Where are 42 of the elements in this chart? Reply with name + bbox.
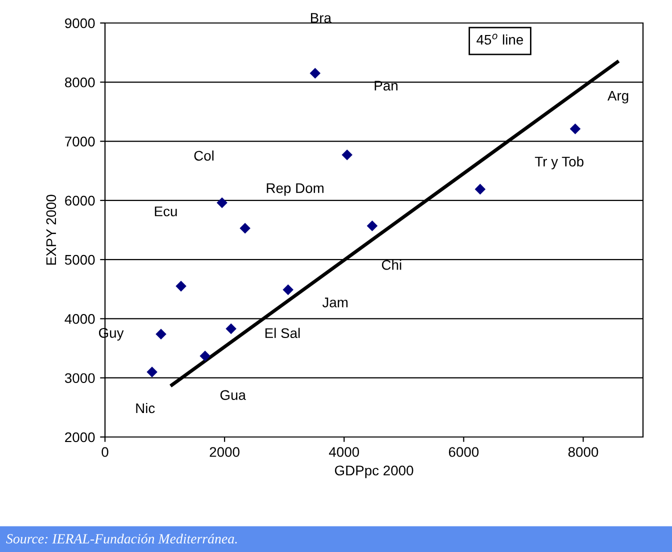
y-tick-label: 5000 <box>64 254 95 265</box>
point <box>240 222 250 234</box>
point <box>342 150 352 160</box>
point <box>226 323 236 334</box>
annotation: Gua <box>220 390 246 400</box>
point <box>156 328 166 340</box>
y-tick-label: 3000 <box>64 373 95 384</box>
point <box>176 280 186 292</box>
point <box>216 197 228 208</box>
point <box>146 366 158 378</box>
annotation: El Sal <box>265 328 300 338</box>
annotation: Ecu <box>154 206 177 216</box>
point <box>570 123 581 134</box>
annotation: Rep Dom <box>266 183 324 196</box>
y-tick-label: 7000 <box>65 136 95 146</box>
y-tick-label: 6000 <box>65 196 95 206</box>
x-tick-label: 6000 <box>448 447 479 457</box>
annotation: Jam <box>322 298 348 308</box>
annotation: 45$^{o}$ line <box>476 34 524 45</box>
annotation: Arg <box>607 90 628 104</box>
annotation: Nic <box>136 402 155 414</box>
point <box>366 220 378 232</box>
annotation: Pan <box>374 80 398 91</box>
annotation: Chi <box>382 260 402 270</box>
point <box>310 68 320 79</box>
x-tick-label: 2000 <box>210 447 240 457</box>
text: Bra <box>311 13 332 23</box>
y-tick-label: 8000 <box>64 77 95 88</box>
y-tick-label: 9000 <box>65 18 95 28</box>
x-tick-label: 8000 <box>568 447 598 457</box>
x-tick-label: 4000 <box>328 447 360 457</box>
x-axis-title: GDPpc 2000 <box>334 466 414 478</box>
point <box>282 284 294 296</box>
y-axis-title: EXPY 2000 <box>46 194 56 265</box>
point <box>474 184 486 195</box>
x-tick-label: 0 <box>102 447 108 457</box>
annotation: Col <box>194 150 214 161</box>
source-note: Source: IERAL-Fundación Mediterránea. <box>6 534 237 544</box>
y-tick-label: 4000 <box>64 314 95 324</box>
annotation: Tr y Tob <box>534 156 584 170</box>
y-tick-label: 2000 <box>65 432 95 442</box>
point <box>200 350 210 362</box>
